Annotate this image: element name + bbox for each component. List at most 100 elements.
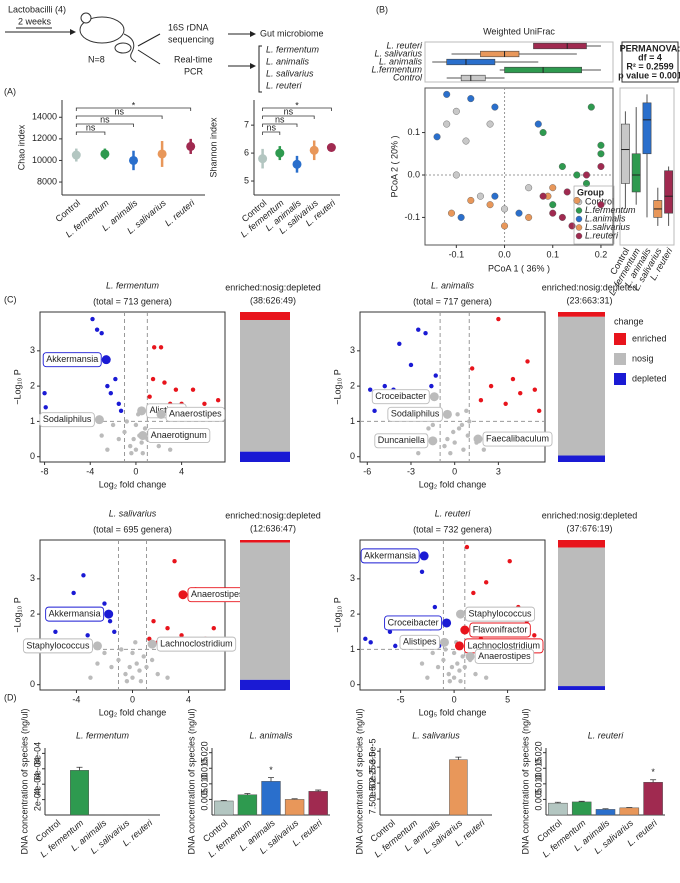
box-label: L.fermentum — [371, 64, 422, 74]
labeled-point — [442, 618, 452, 628]
point — [445, 436, 450, 442]
point — [105, 447, 110, 452]
point — [119, 647, 124, 652]
y-tick-label: 12000 — [32, 133, 57, 143]
stack-segment — [558, 316, 605, 456]
legend-label: L.reuteri — [585, 230, 619, 240]
y-axis-label: Shannon index — [208, 117, 218, 178]
point-label: Staphylococcus — [26, 640, 90, 650]
point — [129, 450, 134, 456]
legend-label: L.fermentum — [585, 205, 636, 215]
error-bar — [268, 777, 274, 782]
labeled-point — [428, 436, 438, 446]
bar — [571, 801, 592, 816]
point — [112, 629, 117, 634]
y-axis-label: DNA concentration of species (ng/ul) — [354, 708, 364, 854]
point — [539, 129, 547, 137]
x-axis-label: Log₂ fold change — [99, 707, 167, 717]
y-tick-label: 5 — [244, 175, 249, 185]
point — [525, 213, 533, 221]
chart-title: L. salivarius — [412, 730, 460, 740]
y-tick-label: 3.0e-5 — [367, 738, 377, 764]
box-label: L. reuteri — [386, 40, 423, 50]
point — [387, 629, 393, 634]
legend-label: L.salivarius — [585, 222, 631, 232]
arrow — [137, 33, 161, 47]
stack-label: (12:636:47) — [250, 523, 296, 533]
point — [94, 327, 100, 332]
point — [597, 162, 605, 170]
point — [416, 327, 421, 332]
chart-subtitle: (total = 713 genera) — [93, 296, 172, 306]
significance-label: * — [132, 100, 136, 110]
point-label: Croceibacter — [388, 617, 439, 627]
point — [147, 636, 152, 642]
point — [113, 376, 118, 382]
significance-bracket — [262, 123, 298, 127]
point — [539, 192, 547, 200]
x-tick-label: 5 — [505, 694, 510, 704]
significance-label: ns — [275, 114, 285, 124]
point — [469, 366, 475, 371]
panel-label: (D) — [4, 692, 17, 702]
point — [549, 209, 557, 217]
point — [151, 345, 157, 350]
point — [573, 196, 581, 204]
labeled-point — [156, 409, 166, 419]
labeled-point — [456, 609, 466, 619]
label-box — [387, 406, 443, 422]
diagram-text: L. salivarius — [266, 68, 314, 78]
panel-label: (C) — [4, 294, 17, 304]
point — [43, 405, 48, 410]
point — [597, 150, 605, 158]
bracket — [258, 45, 262, 93]
point — [501, 205, 509, 213]
y-axis-label: −Log₁₀ P — [332, 369, 342, 405]
x-tick-label: 0 — [452, 694, 457, 704]
diagram-text: PCR — [184, 66, 204, 76]
point — [457, 213, 465, 221]
point — [133, 640, 138, 645]
labeled-point — [138, 431, 148, 441]
stack-segment — [240, 542, 290, 680]
point — [138, 678, 144, 684]
point — [107, 618, 113, 624]
diagram-text: Gut microbiome — [260, 28, 324, 38]
point — [465, 433, 470, 438]
y-tick-label: 6e-04 — [32, 757, 42, 780]
y-tick-label: 2e-04 — [32, 788, 42, 811]
label-box — [371, 389, 430, 405]
point — [144, 664, 149, 670]
significance-bracket — [262, 115, 315, 119]
mean-point — [292, 159, 302, 169]
diagram-text: Lactobacilli (4) — [8, 4, 66, 14]
box — [480, 50, 520, 58]
point — [455, 412, 460, 417]
point — [133, 422, 139, 428]
legend-swatch — [614, 373, 626, 385]
bar — [619, 807, 640, 816]
point — [456, 426, 462, 431]
error-bar — [602, 808, 609, 810]
point — [382, 383, 387, 389]
bar — [237, 794, 258, 816]
point — [95, 661, 100, 666]
point — [215, 398, 221, 403]
stack-title: enriched:nosig:depleted — [225, 510, 321, 520]
label-box — [469, 622, 531, 638]
stats-text: R² = 0.2599 — [626, 61, 673, 71]
point — [85, 633, 90, 638]
arrowhead — [70, 29, 76, 35]
point — [173, 387, 179, 392]
point — [568, 222, 576, 230]
point — [131, 436, 136, 442]
stack-label: (37:676:19) — [566, 523, 612, 533]
label-box — [399, 634, 440, 650]
chart-title: Weighted UniFrac — [483, 26, 555, 36]
point — [549, 184, 557, 192]
point — [462, 664, 467, 670]
bar — [70, 770, 89, 816]
label-box — [474, 649, 535, 664]
y-tick-label: 1 — [30, 416, 35, 426]
